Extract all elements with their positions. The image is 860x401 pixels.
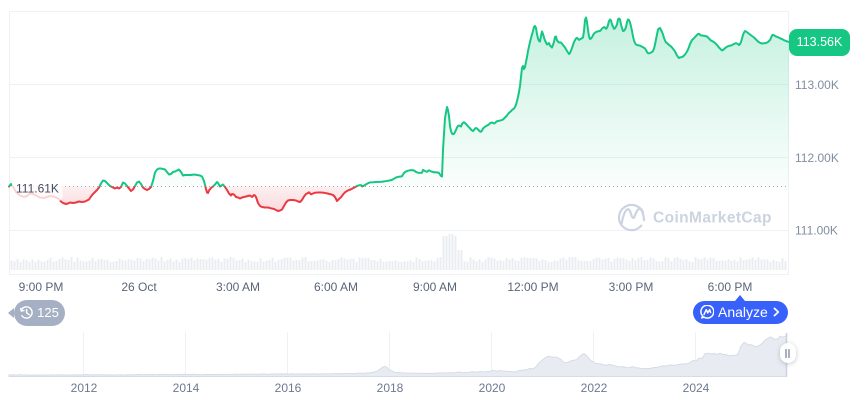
svg-text:111.00K: 111.00K: [795, 224, 838, 238]
svg-text:113.00K: 113.00K: [795, 78, 839, 92]
svg-text:9:00 AM: 9:00 AM: [413, 280, 457, 294]
svg-text:2014: 2014: [173, 381, 200, 395]
svg-text:6:00 AM: 6:00 AM: [314, 280, 358, 294]
svg-text:12:00 PM: 12:00 PM: [507, 280, 558, 294]
svg-text:9:00 PM: 9:00 PM: [19, 280, 64, 294]
svg-text:2020: 2020: [479, 381, 506, 395]
svg-text:2012: 2012: [71, 381, 98, 395]
svg-text:2022: 2022: [581, 381, 608, 395]
svg-text:2018: 2018: [377, 381, 404, 395]
svg-text:3:00 AM: 3:00 AM: [216, 280, 260, 294]
svg-text:2024: 2024: [683, 381, 710, 395]
svg-text:111.61K: 111.61K: [16, 182, 59, 196]
svg-text:26 Oct: 26 Oct: [121, 280, 157, 294]
svg-text:6:00 PM: 6:00 PM: [708, 280, 753, 294]
svg-text:CoinMarketCap: CoinMarketCap: [653, 210, 772, 227]
svg-text:112.00K: 112.00K: [795, 151, 839, 165]
svg-text:3:00 PM: 3:00 PM: [609, 280, 654, 294]
svg-text:2016: 2016: [275, 381, 302, 395]
